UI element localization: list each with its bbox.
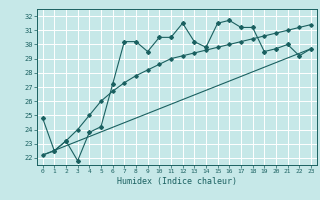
X-axis label: Humidex (Indice chaleur): Humidex (Indice chaleur) — [117, 177, 237, 186]
